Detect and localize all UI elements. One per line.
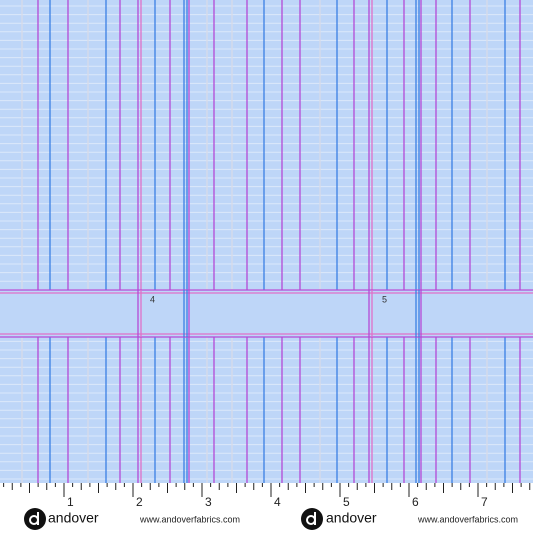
swatch-label: 4 <box>150 294 155 304</box>
band-fill <box>0 290 533 337</box>
ruler-number: 1 <box>67 495 74 509</box>
ruler-number: 4 <box>274 495 281 509</box>
url: www.andoverfabrics.com <box>417 514 518 524</box>
stripes <box>21 0 521 483</box>
logo <box>24 508 46 530</box>
logo <box>301 508 323 530</box>
brand: andover <box>48 510 99 526</box>
ruler-number: 7 <box>481 495 488 509</box>
ruler: 1 2 3 4 5 6 7 <box>3 483 531 509</box>
ruler-number: 2 <box>136 495 143 509</box>
ruler-number: 3 <box>205 495 212 509</box>
fabric-background <box>0 0 533 483</box>
selvage <box>0 483 533 533</box>
url: www.andoverfabrics.com <box>139 514 240 524</box>
ruler-number: 6 <box>412 495 419 509</box>
brand: andover <box>326 510 377 526</box>
ruler-number: 5 <box>343 495 350 509</box>
selvage-print: andover www.andoverfabrics.com andover www.… <box>24 508 518 530</box>
swatch-label: 5 <box>382 294 387 304</box>
